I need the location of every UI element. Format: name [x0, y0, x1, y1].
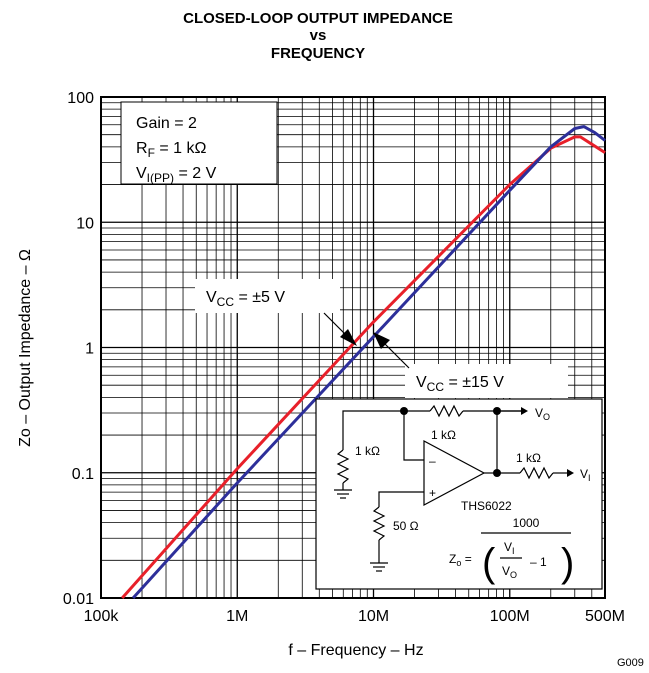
schematic-inset: 1 kΩ 1 kΩ 1 kΩ 50 Ω – + THS6022 VO VI Zo… [315, 398, 603, 590]
chart-title-line-1: CLOSED-LOOP OUTPUT IMPEDANCE [183, 10, 453, 27]
formula-numerator: 1000 [513, 516, 540, 530]
callout-vcc-5v-arrowhead [340, 329, 357, 346]
x-tick-label: 500M [585, 608, 625, 625]
x-tick-label: 100k [84, 608, 120, 625]
vi-arrowhead [567, 469, 574, 477]
tick-layer: 100k 1M 10M 100M 500M 0.01 0.1 1 10 100 [63, 90, 625, 625]
callout-vcc-15v-leader [384, 343, 410, 369]
conditions-box-bg [120, 101, 278, 185]
minus-one: – 1 [530, 555, 547, 569]
zo-formula-label: Zo = [449, 552, 472, 568]
y-tick-label: 100 [67, 90, 94, 107]
callout-vcc-15v-label: VCC = ±15 V [416, 374, 504, 394]
chart-title-line-3: FREQUENCY [271, 45, 365, 62]
series-layer [121, 125, 606, 600]
vo-arrowhead [521, 407, 528, 415]
x-tick-label: 100M [490, 608, 530, 625]
r-plus-label: 50 Ω [393, 519, 419, 533]
y-axis-label: Zo – Output Impedance – Ω [17, 249, 34, 447]
callout-vcc-5v-bg [195, 279, 340, 313]
paren-left: ( [482, 541, 496, 585]
vi-label: VI(PP) = 2 V [136, 165, 217, 185]
r-input-label: 1 kΩ [516, 451, 541, 465]
y-tick-label: 0.1 [72, 466, 94, 483]
part-label: THS6022 [461, 499, 512, 513]
callout-vcc-5v: VCC = ±5 V [195, 279, 357, 346]
gain-label: Gain = 2 [136, 115, 197, 132]
callout-vcc-15v-bg [405, 364, 568, 398]
y-tick-label: 10 [76, 215, 94, 232]
vo-label: VO [535, 406, 550, 422]
callout-vcc-15v: VCC = ±15 V [373, 332, 568, 398]
x-tick-label: 1M [226, 608, 248, 625]
opamp-plus: + [429, 486, 436, 500]
series-line-vcc-15v [131, 125, 606, 600]
r-feedback-label: 1 kΩ [431, 428, 456, 442]
x-axis-label: f – Frequency – Hz [288, 642, 423, 659]
callout-vcc-5v-leader [323, 312, 347, 336]
opamp-minus: – [429, 454, 436, 468]
frac-vo: VO [502, 564, 517, 580]
callout-vcc-5v-label: VCC = ±5 V [206, 289, 285, 309]
schematic-box [315, 398, 603, 590]
x-tick-label: 10M [358, 608, 389, 625]
r-gnd-label: 1 kΩ [355, 444, 380, 458]
plot-frame [100, 96, 606, 599]
node-dot-output [493, 469, 501, 477]
chart-title-line-2: vs [310, 27, 327, 44]
schematic-wires [334, 404, 571, 572]
paren-right: ) [561, 541, 574, 585]
rf-label: RF = 1 kΩ [136, 140, 206, 160]
y-tick-label: 0.01 [63, 591, 94, 608]
callout-vcc-15v-arrowhead [373, 332, 390, 349]
conditions-box: Gain = 2 RF = 1 kΩ VI(PP) = 2 V [120, 101, 278, 185]
frac-vi: VI [504, 540, 515, 556]
node-dot-top-left [400, 407, 408, 415]
y-tick-label: 1 [85, 341, 94, 358]
vi-label: VI [580, 467, 591, 483]
figure-code: G009 [617, 657, 644, 669]
